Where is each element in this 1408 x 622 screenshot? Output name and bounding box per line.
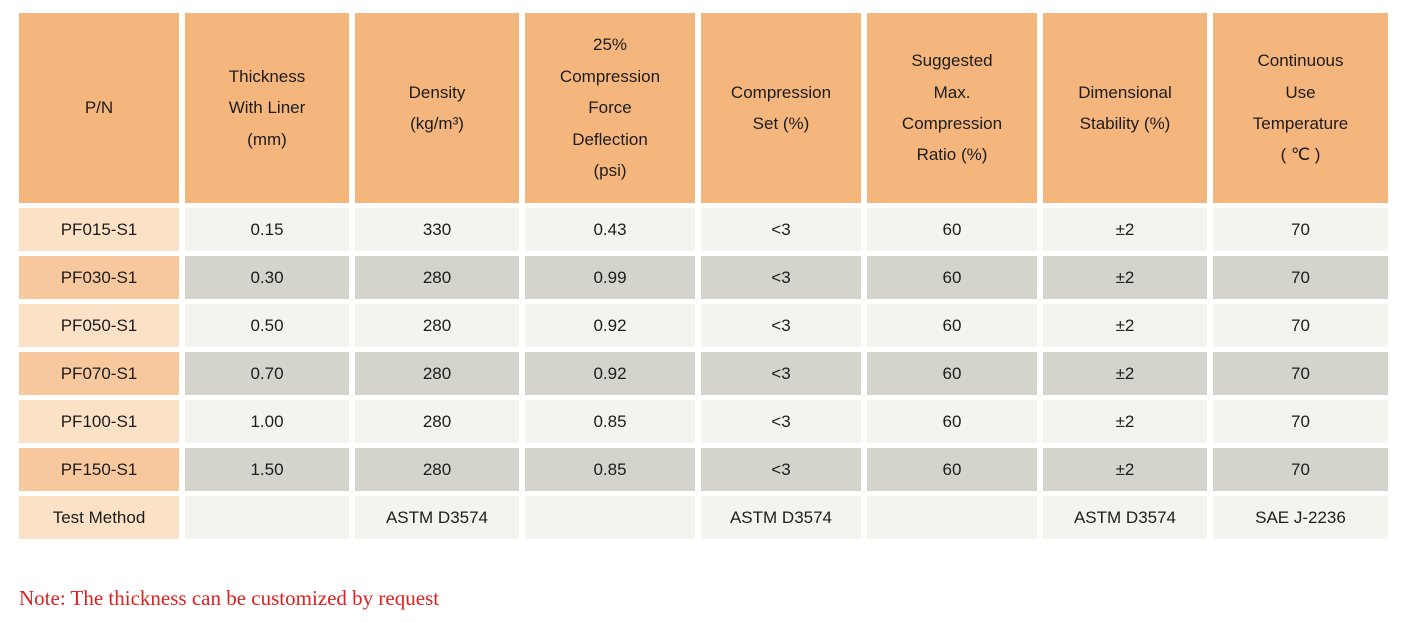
max-ratio-cell: 60	[867, 400, 1037, 443]
compression-set-cell: <3	[701, 448, 861, 491]
compression-set-cell: <3	[701, 304, 861, 347]
dimensional-stability-cell: ±2	[1043, 448, 1207, 491]
temperature-cell: 70	[1213, 400, 1388, 443]
compression-set-cell: <3	[701, 208, 861, 251]
cfd-cell: 0.85	[525, 400, 695, 443]
cfd-cell: 0.92	[525, 352, 695, 395]
table-row-pf015: PF015-S1 0.15 330 0.43 <3 60 ±2 70	[19, 208, 1388, 251]
product-spec-table: P/N Thickness With Liner (mm) Density (k…	[13, 8, 1394, 544]
temperature-cell: 70	[1213, 304, 1388, 347]
max-ratio-cell: 60	[867, 208, 1037, 251]
header-cell-compression-set: Compression Set (%)	[701, 13, 861, 203]
compression-set-cell: <3	[701, 352, 861, 395]
pn-cell: PF150-S1	[19, 448, 179, 491]
max-ratio-cell: 60	[867, 352, 1037, 395]
thickness-cell	[185, 496, 349, 539]
temperature-cell: 70	[1213, 448, 1388, 491]
dimensional-stability-cell: ±2	[1043, 256, 1207, 299]
dimensional-stability-cell: ±2	[1043, 352, 1207, 395]
density-cell: 280	[355, 352, 519, 395]
thickness-cell: 1.50	[185, 448, 349, 491]
header-cell-thickness: Thickness With Liner (mm)	[185, 13, 349, 203]
pn-cell: Test Method	[19, 496, 179, 539]
compression-set-cell: <3	[701, 256, 861, 299]
header-row: P/N Thickness With Liner (mm) Density (k…	[19, 13, 1388, 203]
compression-set-cell: ASTM D3574	[701, 496, 861, 539]
max-ratio-cell: 60	[867, 304, 1037, 347]
note-text: Note: The thickness can be customized by…	[19, 586, 440, 610]
dimensional-stability-cell: ±2	[1043, 304, 1207, 347]
pn-cell: PF030-S1	[19, 256, 179, 299]
max-ratio-cell	[867, 496, 1037, 539]
dimensional-stability-cell: ASTM D3574	[1043, 496, 1207, 539]
thickness-cell: 1.00	[185, 400, 349, 443]
temperature-cell: 70	[1213, 352, 1388, 395]
thickness-cell: 0.70	[185, 352, 349, 395]
table-row-pf150: PF150-S1 1.50 280 0.85 <3 60 ±2 70	[19, 448, 1388, 491]
table-row-pf100: PF100-S1 1.00 280 0.85 <3 60 ±2 70	[19, 400, 1388, 443]
table-row-test-method: Test Method ASTM D3574 ASTM D3574 ASTM D…	[19, 496, 1388, 539]
dimensional-stability-cell: ±2	[1043, 400, 1207, 443]
pn-cell: PF070-S1	[19, 352, 179, 395]
density-cell: ASTM D3574	[355, 496, 519, 539]
compression-set-cell: <3	[701, 400, 861, 443]
density-cell: 330	[355, 208, 519, 251]
table-row-pf050: PF050-S1 0.50 280 0.92 <3 60 ±2 70	[19, 304, 1388, 347]
thickness-cell: 0.15	[185, 208, 349, 251]
dimensional-stability-cell: ±2	[1043, 208, 1207, 251]
cfd-cell: 0.99	[525, 256, 695, 299]
pn-cell: PF100-S1	[19, 400, 179, 443]
cfd-cell: 0.85	[525, 448, 695, 491]
pn-cell: PF050-S1	[19, 304, 179, 347]
table-row-pf030: PF030-S1 0.30 280 0.99 <3 60 ±2 70	[19, 256, 1388, 299]
header-cell-compression-force-deflection: 25% Compression Force Deflection (psi)	[525, 13, 695, 203]
header-cell-dimensional-stability: Dimensional Stability (%)	[1043, 13, 1207, 203]
density-cell: 280	[355, 304, 519, 347]
max-ratio-cell: 60	[867, 448, 1037, 491]
header-cell-continuous-use-temperature: Continuous Use Temperature ( ℃ )	[1213, 13, 1388, 203]
thickness-cell: 0.50	[185, 304, 349, 347]
temperature-cell: 70	[1213, 208, 1388, 251]
density-cell: 280	[355, 256, 519, 299]
temperature-cell: 70	[1213, 256, 1388, 299]
cfd-cell: 0.43	[525, 208, 695, 251]
header-cell-pn: P/N	[19, 13, 179, 203]
cfd-cell: 0.92	[525, 304, 695, 347]
temperature-cell: SAE J-2236	[1213, 496, 1388, 539]
density-cell: 280	[355, 448, 519, 491]
density-cell: 280	[355, 400, 519, 443]
cfd-cell	[525, 496, 695, 539]
thickness-cell: 0.30	[185, 256, 349, 299]
table-row-pf070: PF070-S1 0.70 280 0.92 <3 60 ±2 70	[19, 352, 1388, 395]
header-cell-density: Density (kg/m³)	[355, 13, 519, 203]
header-cell-max-compression-ratio: Suggested Max. Compression Ratio (%)	[867, 13, 1037, 203]
pn-cell: PF015-S1	[19, 208, 179, 251]
max-ratio-cell: 60	[867, 256, 1037, 299]
